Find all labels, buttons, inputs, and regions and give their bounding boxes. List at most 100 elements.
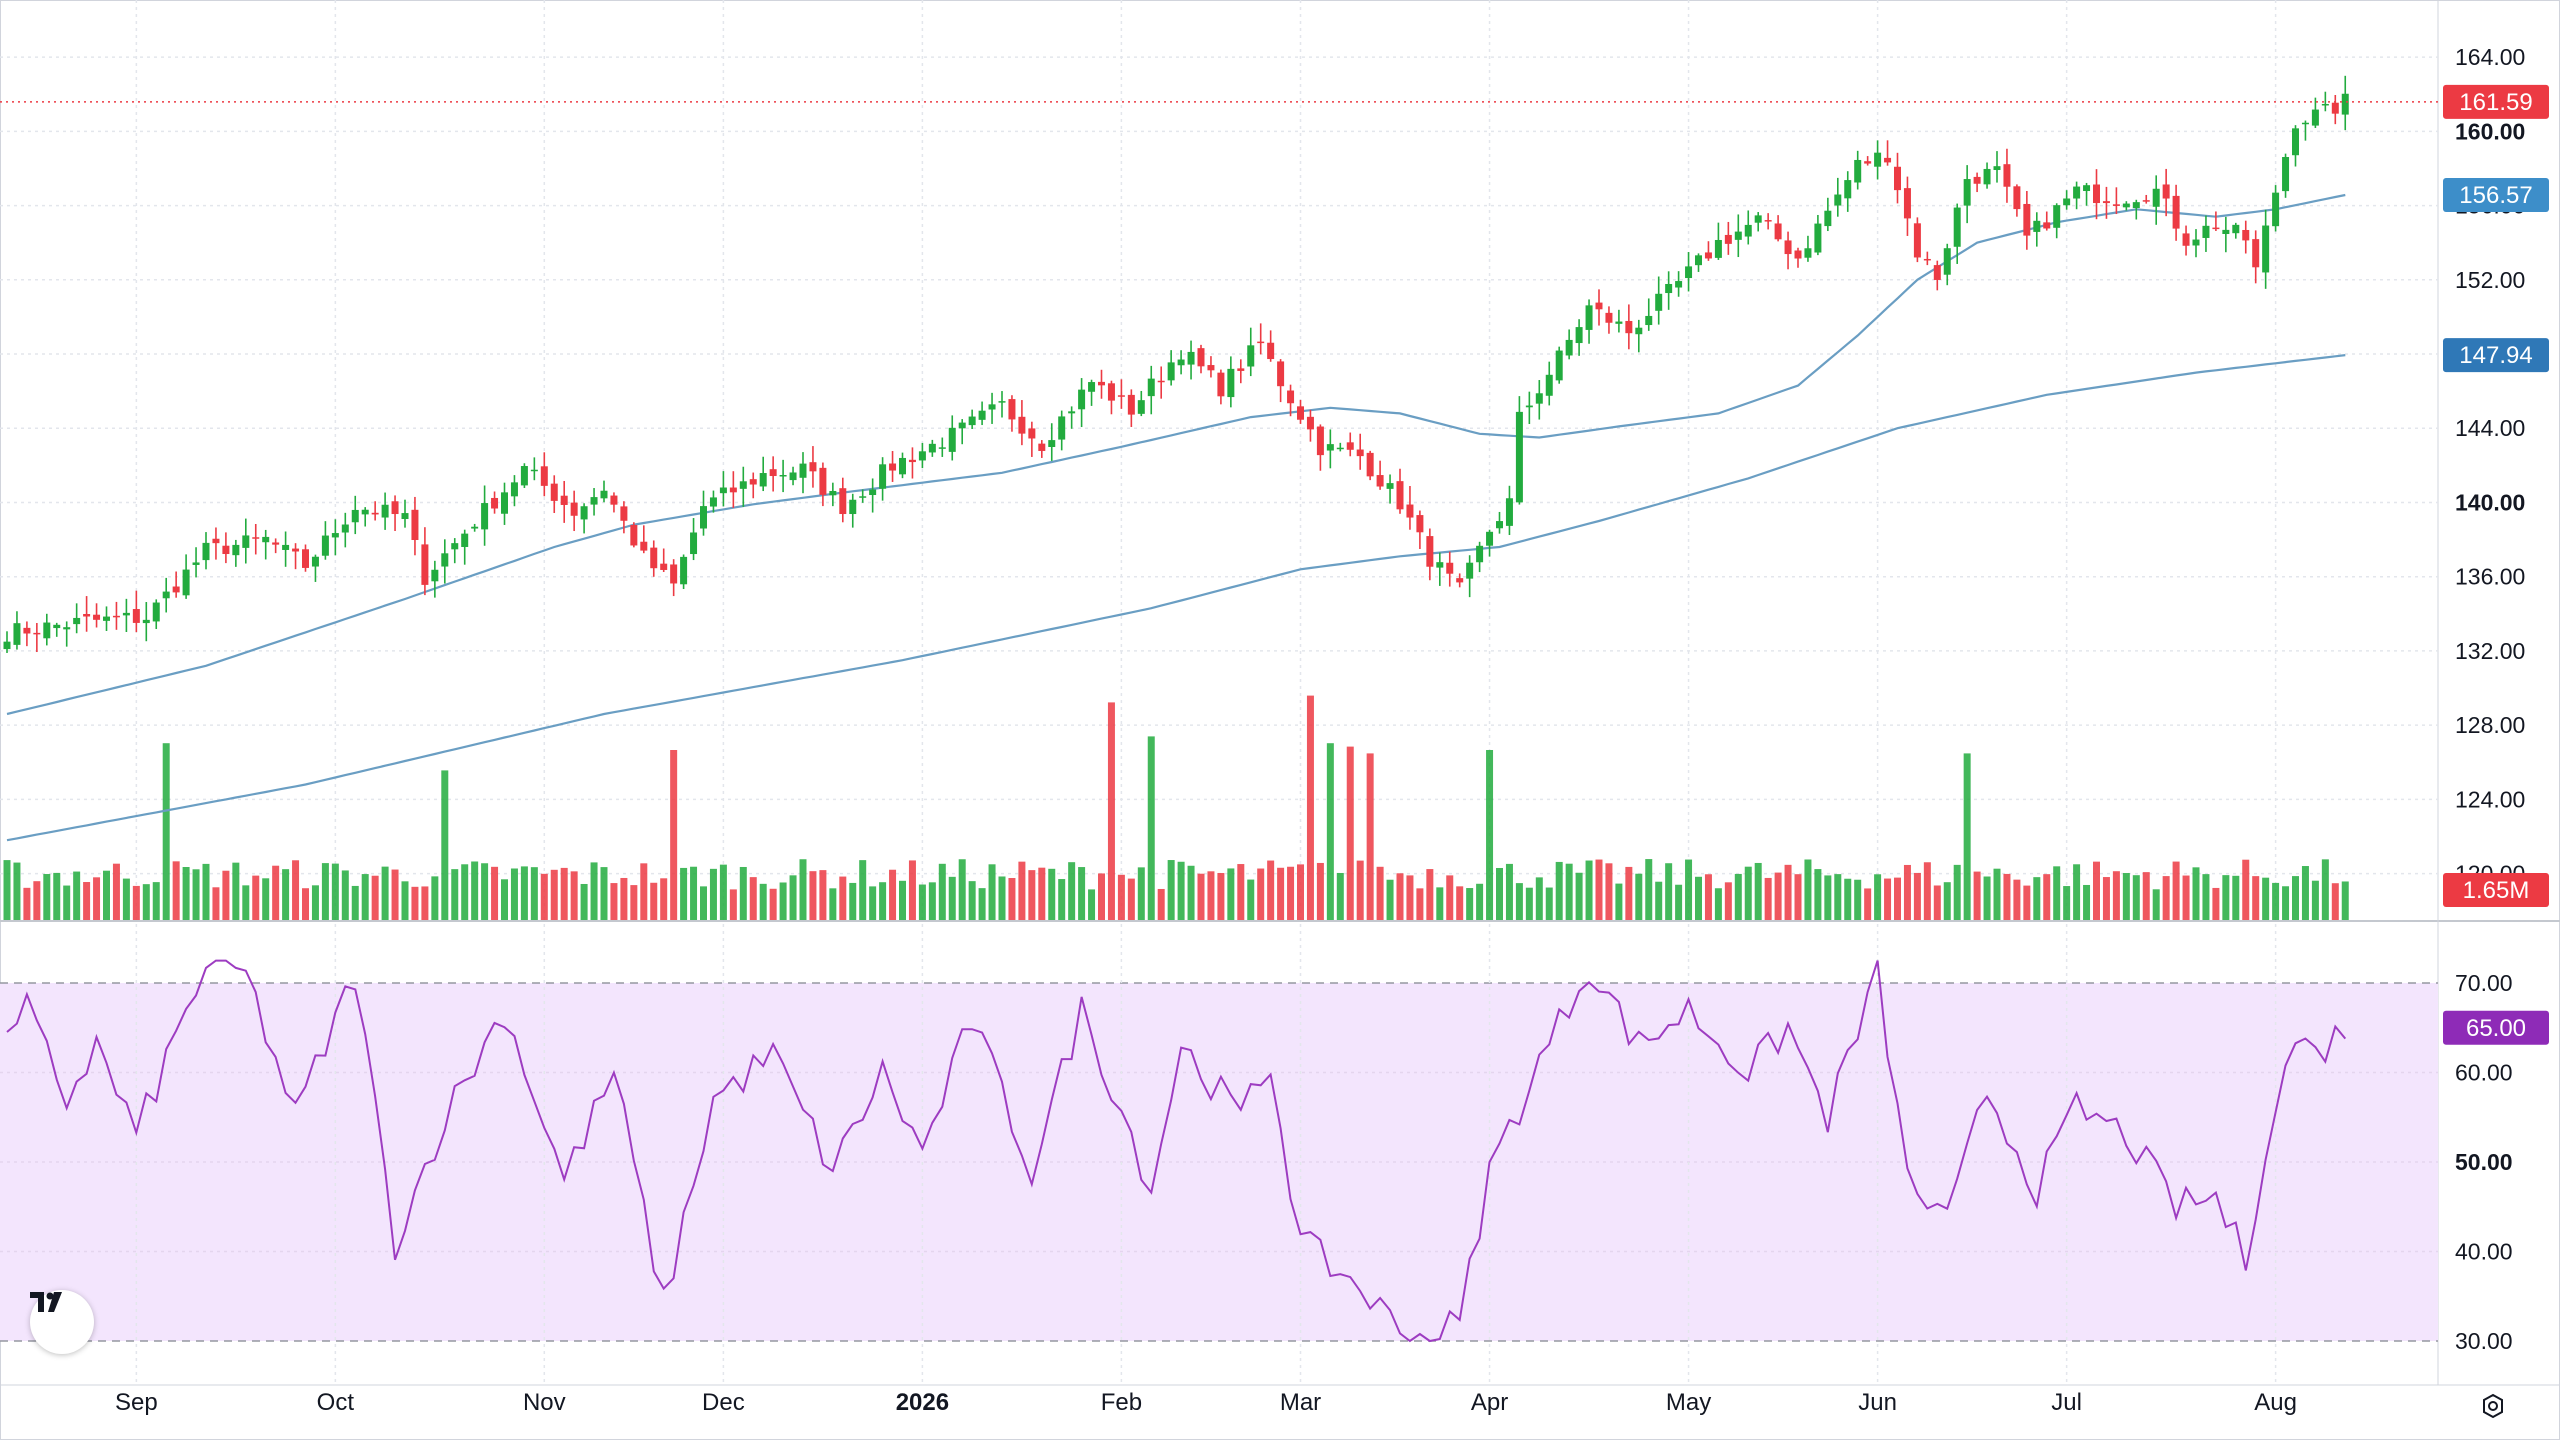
- candle-body: [1744, 224, 1752, 237]
- candle-body: [1943, 248, 1951, 275]
- volume-bar: [908, 860, 916, 920]
- volume-bar: [530, 867, 538, 920]
- candle-body: [2102, 201, 2110, 204]
- volume-bar: [1814, 869, 1822, 920]
- volume-bar: [1784, 864, 1792, 920]
- volume-bar: [1496, 867, 1503, 920]
- candle-body: [1854, 159, 1862, 183]
- volume-bar: [381, 866, 389, 920]
- candle-body: [1436, 562, 1444, 568]
- volume-bar: [709, 868, 717, 920]
- candle-body: [1704, 252, 1712, 259]
- candle-body: [212, 538, 220, 544]
- candle-body: [2182, 233, 2190, 246]
- candle-body: [1127, 394, 1135, 415]
- candle-body: [112, 615, 120, 618]
- volume-bar: [2232, 875, 2240, 920]
- volume-bar: [1107, 702, 1115, 920]
- candle-body: [331, 533, 339, 538]
- volume-bar: [889, 869, 897, 920]
- candle-body: [1187, 351, 1195, 365]
- candle-body: [1724, 234, 1732, 244]
- volume-bar: [1943, 882, 1951, 920]
- candle-body: [2162, 184, 2170, 199]
- candle-body: [680, 556, 688, 585]
- candle-body: [1923, 258, 1931, 261]
- candle-body: [1078, 389, 1086, 410]
- candle-body: [1804, 248, 1812, 258]
- volume-bar: [1416, 888, 1424, 920]
- volume-bar: [1078, 867, 1086, 920]
- candle-body: [1366, 452, 1374, 477]
- volume-bar: [122, 878, 130, 920]
- volume-bar: [2093, 861, 2100, 920]
- volume-bar: [501, 879, 508, 920]
- price-tick-label: 152.00: [2455, 267, 2525, 293]
- candle-body: [550, 483, 558, 501]
- volume-bar: [1774, 872, 1782, 920]
- candle-body: [1665, 283, 1673, 294]
- candle-body: [1346, 442, 1354, 450]
- candle-body: [2053, 205, 2061, 228]
- volume-bar: [1794, 874, 1802, 920]
- volume-bar: [1217, 873, 1225, 920]
- ma-fast-line: [6, 193, 2346, 716]
- candle-body: [2142, 200, 2150, 202]
- candle-body: [341, 524, 349, 533]
- volume-bar: [739, 866, 747, 920]
- candle-body: [172, 586, 180, 593]
- volume-bar: [2172, 861, 2180, 920]
- time-tick-label: Nov: [523, 1389, 566, 1416]
- volume-bar: [252, 875, 260, 920]
- candle-body: [769, 469, 777, 477]
- volume-bar: [2053, 866, 2061, 920]
- rsi-tick-label: 50.00: [2455, 1149, 2513, 1175]
- volume-bar: [1048, 868, 1056, 920]
- volume-bar: [1088, 889, 1096, 920]
- tradingview-logo-icon[interactable]: [30, 1290, 94, 1354]
- candle-body: [759, 473, 767, 487]
- candle-body: [2013, 186, 2021, 210]
- candle-body: [889, 463, 897, 471]
- candle-body: [1794, 250, 1802, 259]
- volume-bar: [1635, 873, 1643, 920]
- volume-bar: [948, 876, 956, 920]
- volume-bar: [1505, 863, 1513, 920]
- volume-bar: [441, 770, 449, 920]
- volume-bar: [510, 868, 518, 920]
- volume-bar: [1555, 861, 1563, 920]
- candle-body: [351, 509, 359, 523]
- volume-bar: [311, 885, 319, 920]
- volume-bar: [341, 870, 349, 920]
- volume-bar: [749, 877, 757, 920]
- volume-bar: [411, 886, 419, 920]
- volume-bar: [1486, 750, 1494, 920]
- volume-bar: [2063, 886, 2071, 920]
- volume-bar: [1714, 888, 1722, 920]
- candle-body: [2172, 195, 2180, 229]
- volume-bar: [1346, 746, 1354, 920]
- settings-gear-icon[interactable]: [2478, 1392, 2520, 1434]
- candle-body: [481, 503, 489, 530]
- volume-bar: [2331, 883, 2339, 920]
- candle-body: [2023, 203, 2031, 236]
- volume-bar: [1973, 871, 1981, 920]
- candle-body: [132, 609, 140, 623]
- candle-body: [83, 613, 91, 617]
- candle-body: [2033, 220, 2041, 232]
- volume-bar: [1137, 867, 1145, 920]
- candle-body: [849, 499, 857, 515]
- time-tick-label: Jun: [1858, 1389, 1897, 1416]
- candle-body: [1267, 342, 1275, 360]
- candle-body: [1903, 188, 1911, 219]
- candle-body: [958, 422, 966, 429]
- candle-body: [1874, 152, 1882, 167]
- volume-bar: [1884, 878, 1892, 920]
- candle-body: [411, 509, 419, 540]
- candle-body: [401, 513, 409, 520]
- candle-body: [709, 497, 717, 507]
- candle-body: [1814, 223, 1822, 253]
- candle-body: [1326, 444, 1334, 451]
